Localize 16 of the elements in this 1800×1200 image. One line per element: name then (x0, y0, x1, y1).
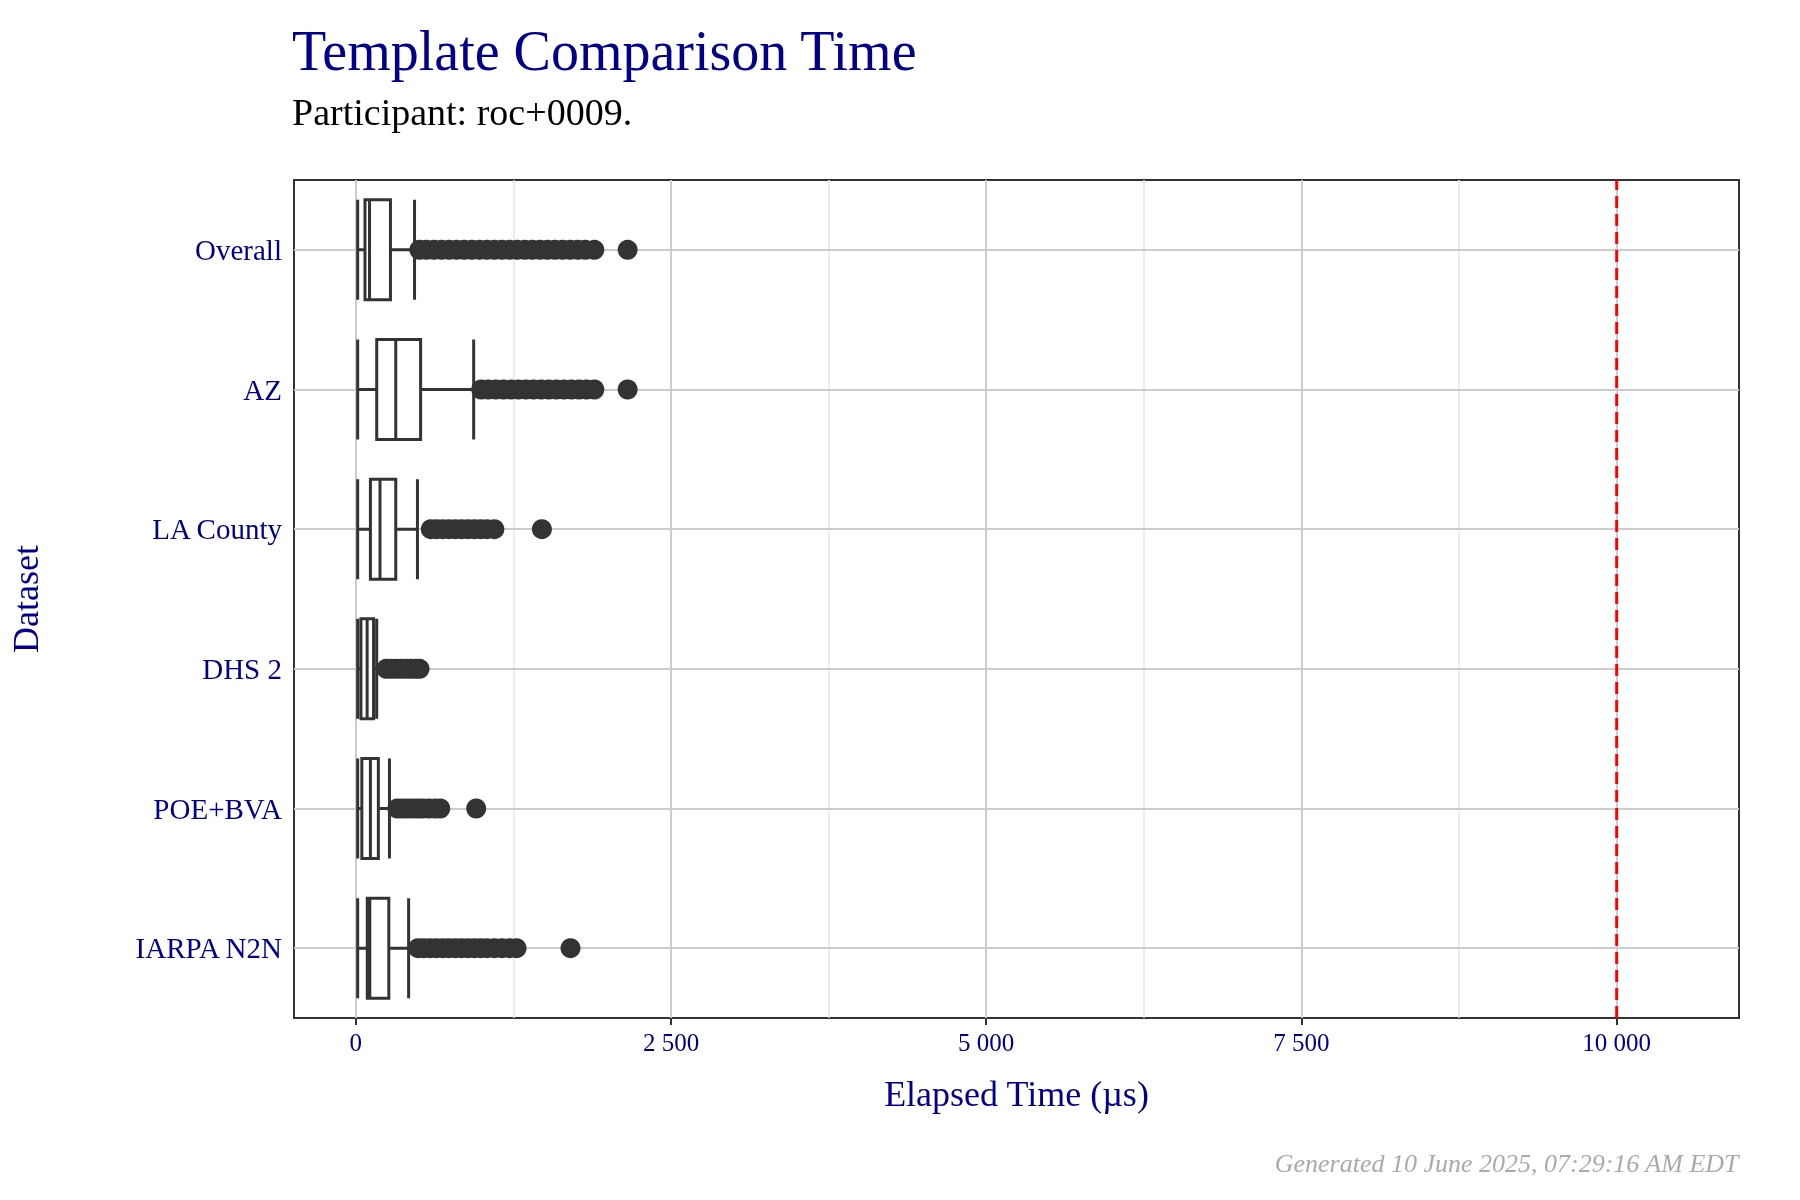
y-axis-title: Dataset (6, 545, 46, 653)
x-axis-title: Elapsed Time (µs) (884, 1074, 1149, 1114)
y-tick-label: IARPA N2N (135, 932, 283, 965)
y-tick-label: POE+BVA (153, 792, 283, 825)
y-tick-label: DHS 2 (202, 652, 282, 685)
y-tick-label: LA County (152, 513, 283, 546)
x-tick-label: 7 500 (1273, 1029, 1330, 1056)
x-tick-label: 0 (349, 1029, 363, 1056)
chart-title: Template Comparison Time (292, 20, 917, 82)
chart-subtitle: Participant: roc+0009. (292, 91, 633, 133)
y-tick-label: AZ (243, 373, 282, 406)
text: Generated 10 June 2025, 07:29:16 AM EDT (1274, 1148, 1741, 1178)
x-tick-label: 5 000 (958, 1029, 1015, 1056)
x-tick-label: 2 500 (642, 1029, 700, 1056)
y-tick-label: Overall (195, 233, 282, 266)
x-tick-label: 10 000 (1582, 1029, 1652, 1056)
